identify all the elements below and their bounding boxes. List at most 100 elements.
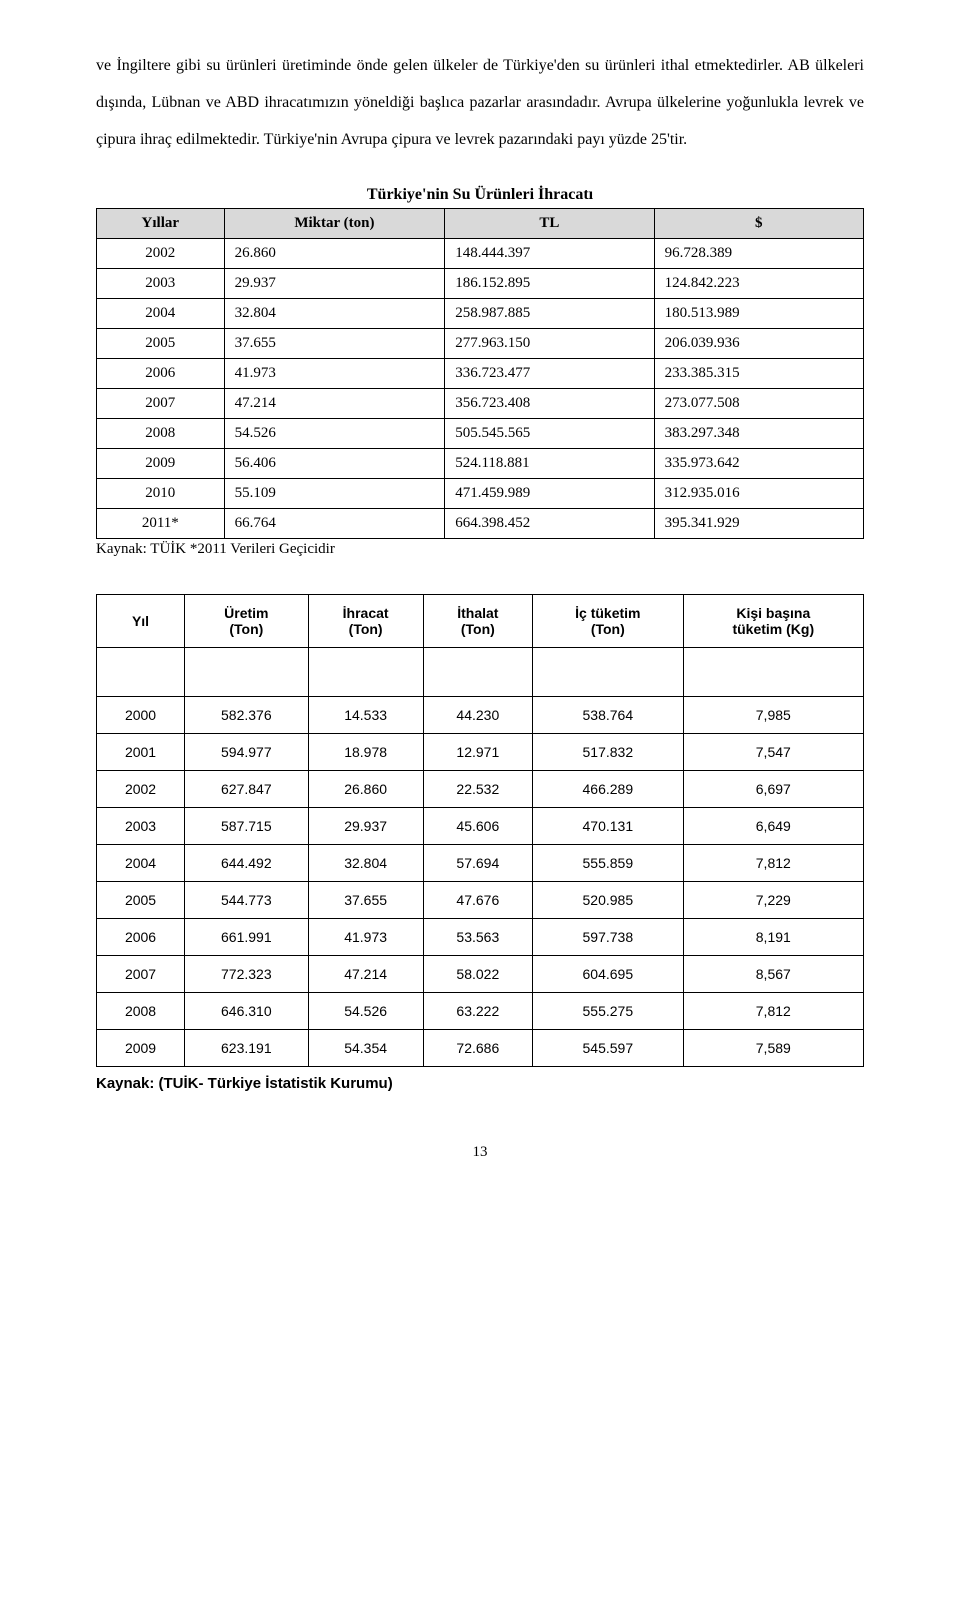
- table-row: 2008646.31054.52663.222555.2757,812: [97, 993, 864, 1030]
- table-cell: 520.985: [533, 882, 684, 919]
- table-cell: 18.978: [308, 734, 423, 771]
- table-cell: 555.859: [533, 845, 684, 882]
- table-row: 2006661.99141.97353.563597.7388,191: [97, 919, 864, 956]
- table-cell: 258.987.885: [445, 299, 654, 329]
- table-cell: 6,649: [683, 808, 863, 845]
- table-cell: 2003: [97, 269, 225, 299]
- col-header: Üretim(Ton): [185, 595, 309, 648]
- table-cell: 2003: [97, 808, 185, 845]
- consumption-table: YılÜretim(Ton)İhracat(Ton)İthalat(Ton)İç…: [96, 594, 864, 1067]
- table-cell: 7,985: [683, 697, 863, 734]
- table-cell: 206.039.936: [654, 329, 863, 359]
- table-row: 2007772.32347.21458.022604.6958,567: [97, 956, 864, 993]
- table-cell: 555.275: [533, 993, 684, 1030]
- table-cell: 2000: [97, 697, 185, 734]
- table-cell: 72.686: [423, 1030, 532, 1067]
- table-cell: 37.655: [308, 882, 423, 919]
- col-years: Yıllar: [97, 209, 225, 239]
- table-cell: 124.842.223: [654, 269, 863, 299]
- table-row: 200329.937186.152.895124.842.223: [97, 269, 864, 299]
- table-cell: 604.695: [533, 956, 684, 993]
- table-cell: 336.723.477: [445, 359, 654, 389]
- col-usd: $: [654, 209, 863, 239]
- table-cell: 2007: [97, 389, 225, 419]
- table-cell: 383.297.348: [654, 419, 863, 449]
- table-cell: 2006: [97, 919, 185, 956]
- table-row: 200537.655277.963.150206.039.936: [97, 329, 864, 359]
- table-cell: 2011*: [97, 509, 225, 539]
- table-cell: 26.860: [308, 771, 423, 808]
- table-cell: 2004: [97, 845, 185, 882]
- table-cell: 96.728.389: [654, 239, 863, 269]
- table-row: 2001594.97718.97812.971517.8327,547: [97, 734, 864, 771]
- table-row: 200641.973336.723.477233.385.315: [97, 359, 864, 389]
- table-row: 2004644.49232.80457.694555.8597,812: [97, 845, 864, 882]
- table-row: 2000582.37614.53344.230538.7647,985: [97, 697, 864, 734]
- table1-source: Kaynak: TÜİK *2011 Verileri Geçicidir: [96, 541, 864, 558]
- table-cell: 356.723.408: [445, 389, 654, 419]
- table-cell: 37.655: [224, 329, 445, 359]
- table-cell: 661.991: [185, 919, 309, 956]
- table-cell: 55.109: [224, 479, 445, 509]
- table-row: 200956.406524.118.881335.973.642: [97, 449, 864, 479]
- col-header: İhracat(Ton): [308, 595, 423, 648]
- table-cell: 466.289: [533, 771, 684, 808]
- col-header: İç tüketim(Ton): [533, 595, 684, 648]
- table-cell: 7,547: [683, 734, 863, 771]
- table-cell: 54.354: [308, 1030, 423, 1067]
- table-cell: 2008: [97, 993, 185, 1030]
- empty-cell: [185, 648, 309, 697]
- table-cell: 2005: [97, 882, 185, 919]
- table-cell: 2001: [97, 734, 185, 771]
- table-cell: 63.222: [423, 993, 532, 1030]
- table-row: 2009623.19154.35472.686545.5977,589: [97, 1030, 864, 1067]
- table-row: 200854.526505.545.565383.297.348: [97, 419, 864, 449]
- table-cell: 2002: [97, 239, 225, 269]
- table-cell: 41.973: [224, 359, 445, 389]
- empty-cell: [533, 648, 684, 697]
- table-cell: 471.459.989: [445, 479, 654, 509]
- table-cell: 545.597: [533, 1030, 684, 1067]
- table-cell: 12.971: [423, 734, 532, 771]
- table-cell: 14.533: [308, 697, 423, 734]
- table-cell: 54.526: [224, 419, 445, 449]
- table-cell: 646.310: [185, 993, 309, 1030]
- table-cell: 312.935.016: [654, 479, 863, 509]
- table-cell: 7,812: [683, 845, 863, 882]
- table-cell: 32.804: [224, 299, 445, 329]
- export-table: Yıllar Miktar (ton) TL $ 200226.860148.4…: [96, 208, 864, 539]
- table-cell: 2005: [97, 329, 225, 359]
- empty-cell: [308, 648, 423, 697]
- table-cell: 58.022: [423, 956, 532, 993]
- table-cell: 47.214: [308, 956, 423, 993]
- table-cell: 22.532: [423, 771, 532, 808]
- table-cell: 772.323: [185, 956, 309, 993]
- table-cell: 582.376: [185, 697, 309, 734]
- table-cell: 54.526: [308, 993, 423, 1030]
- table-cell: 7,589: [683, 1030, 863, 1067]
- table-cell: 66.764: [224, 509, 445, 539]
- empty-cell: [423, 648, 532, 697]
- col-header: İthalat(Ton): [423, 595, 532, 648]
- table-cell: 524.118.881: [445, 449, 654, 479]
- empty-cell: [97, 648, 185, 697]
- table-row: 200432.804258.987.885180.513.989: [97, 299, 864, 329]
- table-cell: 44.230: [423, 697, 532, 734]
- table2-source: Kaynak: (TUİK- Türkiye İstatistik Kurumu…: [96, 1075, 864, 1092]
- table-cell: 470.131: [533, 808, 684, 845]
- col-header: Yıl: [97, 595, 185, 648]
- table-row: 200747.214356.723.408273.077.508: [97, 389, 864, 419]
- table-header-row: Yıllar Miktar (ton) TL $: [97, 209, 864, 239]
- table-cell: 505.545.565: [445, 419, 654, 449]
- table-cell: 544.773: [185, 882, 309, 919]
- table-cell: 186.152.895: [445, 269, 654, 299]
- table-row: 201055.109471.459.989312.935.016: [97, 479, 864, 509]
- table-cell: 53.563: [423, 919, 532, 956]
- spacer-row: [97, 648, 864, 697]
- table-cell: 2007: [97, 956, 185, 993]
- table-cell: 45.606: [423, 808, 532, 845]
- table-cell: 623.191: [185, 1030, 309, 1067]
- page-number: 13: [96, 1144, 864, 1161]
- table-cell: 538.764: [533, 697, 684, 734]
- table-cell: 2009: [97, 1030, 185, 1067]
